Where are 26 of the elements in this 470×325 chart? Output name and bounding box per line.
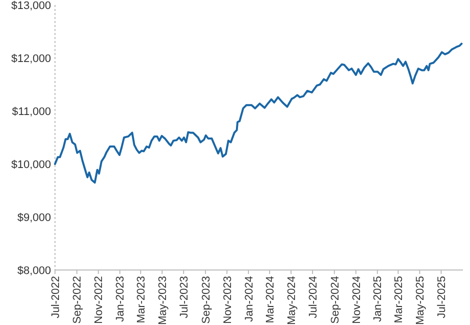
x-tick-label: Jul-2022 xyxy=(50,276,62,318)
x-tick-label: Jan-2025 xyxy=(372,276,384,322)
x-tick-label: Nov-2023 xyxy=(222,276,234,324)
x-tick-label: Jan-2023 xyxy=(114,276,127,322)
y-tick-label: $13,000 xyxy=(11,0,51,12)
x-tick-label: May-2024 xyxy=(286,276,298,325)
y-tick-label: $11,000 xyxy=(12,106,51,118)
y-tick-label: $9,000 xyxy=(17,212,51,224)
x-tick-label: Sep-2022 xyxy=(72,276,84,324)
x-tick-label: Jan-2024 xyxy=(243,276,256,322)
y-tick-label: $8,000 xyxy=(17,264,51,277)
y-tick-label: $12,000 xyxy=(11,52,51,65)
x-tick-label: Jul-2023 xyxy=(178,276,190,318)
line-series xyxy=(54,42,463,184)
x-tick-label: Mar-2024 xyxy=(264,276,276,324)
x-tick-label: Jul-2025 xyxy=(436,276,448,318)
x-tick-label: May-2023 xyxy=(156,276,169,325)
x-tick-label: Sep-2024 xyxy=(329,276,342,324)
x-tick-label: Mar-2023 xyxy=(135,276,148,324)
x-tick-label: Mar-2025 xyxy=(393,276,406,324)
x-tick-label: May-2025 xyxy=(414,276,427,325)
y-tick-label: $10,000 xyxy=(11,158,51,171)
x-tick-label: Nov-2024 xyxy=(350,276,363,324)
x-tick-label: Jul-2024 xyxy=(307,276,320,318)
x-tick-label: Nov-2022 xyxy=(93,276,106,324)
x-tick-label: Sep-2023 xyxy=(200,276,212,324)
